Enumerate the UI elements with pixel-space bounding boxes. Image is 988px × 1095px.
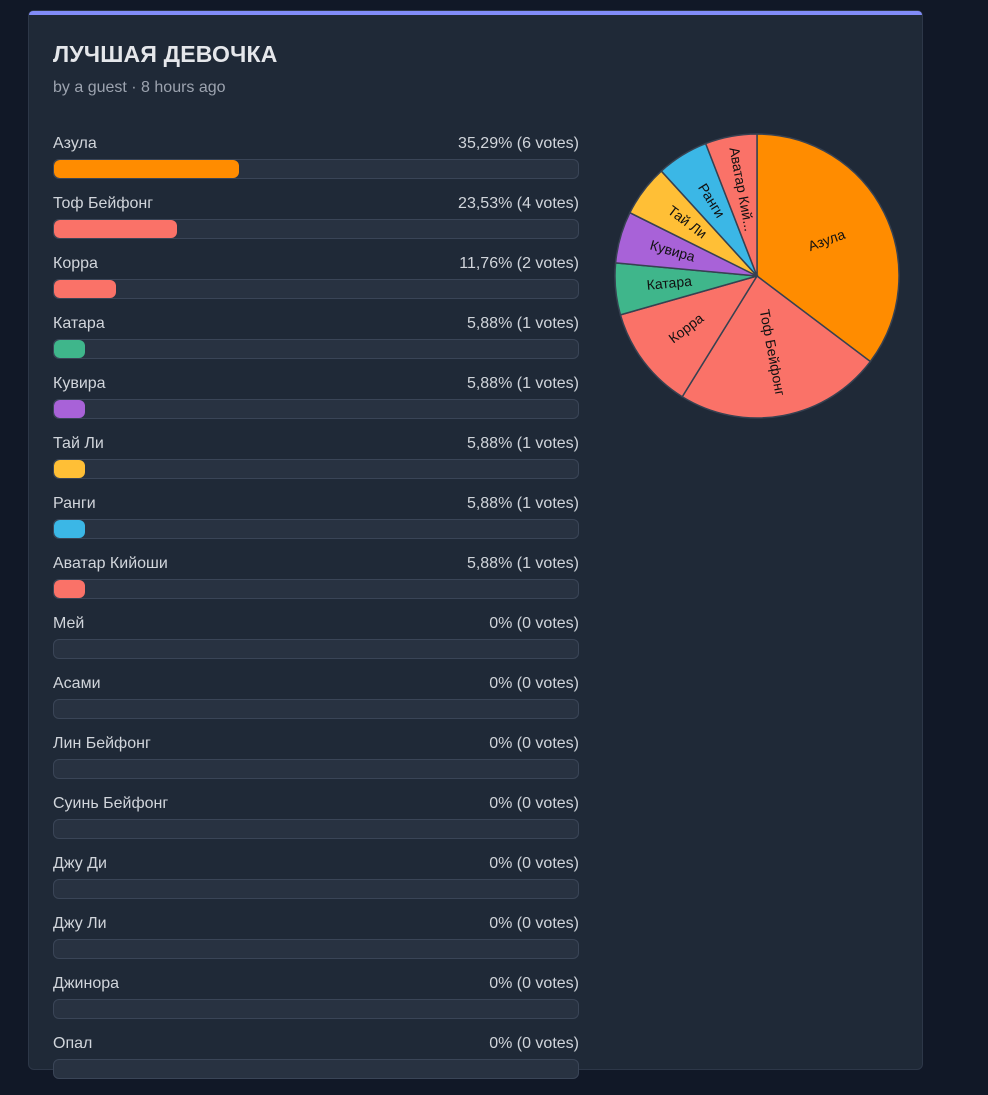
poll-option: Джу Ли 0% (0 votes) [53,915,579,975]
progress-bar-fill [54,520,86,538]
poll-option: Корра 11,76% (2 votes) [53,255,579,315]
progress-bar-track [53,819,579,839]
progress-bar-fill [54,160,239,178]
pie-slice [681,274,872,419]
option-label: Тоф Бейфонг [53,195,154,212]
pie-slice-label: Катара [646,273,693,293]
progress-bar-fill [54,400,86,418]
progress-bar-track [53,759,579,779]
progress-bar-track [53,279,579,299]
option-label: Корра [53,255,98,272]
option-label: Джу Ди [53,855,107,872]
option-percent: 0% (0 votes) [489,735,579,752]
poll-option: Катара 5,88% (1 votes) [53,315,579,375]
option-percent: 11,76% (2 votes) [459,255,579,272]
option-percent: 5,88% (1 votes) [466,375,579,392]
poll-option: Асами 0% (0 votes) [53,675,579,735]
pie-slice [619,274,759,398]
progress-bar-fill [54,460,86,478]
option-label: Джу Ли [53,915,107,932]
option-percent: 0% (0 votes) [489,615,579,632]
option-label: Кувира [53,375,106,392]
option-label: Лин Бейфонг [53,735,151,752]
progress-bar-track [53,999,579,1019]
pie-slice [704,133,758,277]
progress-bar-track [53,879,579,899]
option-label: Катара [53,315,105,332]
poll-option: Аватар Кийоши 5,88% (1 votes) [53,555,579,615]
progress-bar-fill [54,340,86,358]
poll-option: Кувира 5,88% (1 votes) [53,375,579,435]
option-label: Мей [53,615,85,632]
poll-option: Джу Ди 0% (0 votes) [53,855,579,915]
progress-bar-track [53,459,579,479]
poll-option: Джинора 0% (0 votes) [53,975,579,1035]
option-label: Джинора [53,975,120,992]
progress-bar-track [53,699,579,719]
progress-bar-track [53,1059,579,1079]
progress-bar-fill [54,220,178,238]
option-percent: 5,88% (1 votes) [466,315,579,332]
option-label: Ранги [53,495,96,512]
progress-bar-track [53,939,579,959]
option-percent: 0% (0 votes) [489,1035,579,1052]
pie-slice [756,133,900,363]
poll-option: Суинь Бейфонг 0% (0 votes) [53,795,579,855]
poll-option: Мей 0% (0 votes) [53,615,579,675]
option-percent: 35,29% (6 votes) [458,135,579,152]
progress-bar-track [53,519,579,539]
option-label: Азула [53,135,97,152]
progress-bar-track [53,639,579,659]
card-accent-line [29,11,922,15]
poll-meta: by a guest · 8 hours ago [53,79,226,96]
poll-option: Опал 0% (0 votes) [53,1035,579,1095]
option-percent: 0% (0 votes) [489,795,579,812]
option-percent: 0% (0 votes) [489,675,579,692]
poll-option: Тоф Бейфонг 23,53% (4 votes) [53,195,579,255]
poll-option: Ранги 5,88% (1 votes) [53,495,579,555]
poll-option: Азула 35,29% (6 votes) [53,135,579,195]
poll-option: Тай Ли 5,88% (1 votes) [53,435,579,495]
progress-bar-track [53,399,579,419]
option-percent: 0% (0 votes) [489,915,579,932]
poll-option: Лин Бейфонг 0% (0 votes) [53,735,579,795]
option-percent: 5,88% (1 votes) [466,435,579,452]
option-label: Тай Ли [53,435,104,452]
progress-bar-track [53,219,579,239]
option-percent: 0% (0 votes) [489,975,579,992]
option-label: Асами [53,675,101,692]
option-percent: 5,88% (1 votes) [466,555,579,572]
poll-card: ЛУЧШАЯ ДЕВОЧКА by a guest · 8 hours ago … [28,10,923,1079]
option-percent: 23,53% (4 votes) [458,195,579,212]
progress-bar-fill [54,280,116,298]
option-percent: 0% (0 votes) [489,855,579,872]
poll-title: ЛУЧШАЯ ДЕВОЧКА [53,41,278,67]
progress-bar-track [53,339,579,359]
option-label: Суинь Бейфонг [53,795,169,812]
poll-results-list: Азула 35,29% (6 votes) Тоф Бейфонг 23,53% (… [53,135,579,1095]
option-percent: 5,88% (1 votes) [466,495,579,512]
progress-bar-fill [54,580,86,598]
option-label: Опал [53,1035,93,1052]
progress-bar-track [53,159,579,179]
progress-bar-track [53,579,579,599]
option-label: Аватар Кийоши [53,555,168,572]
